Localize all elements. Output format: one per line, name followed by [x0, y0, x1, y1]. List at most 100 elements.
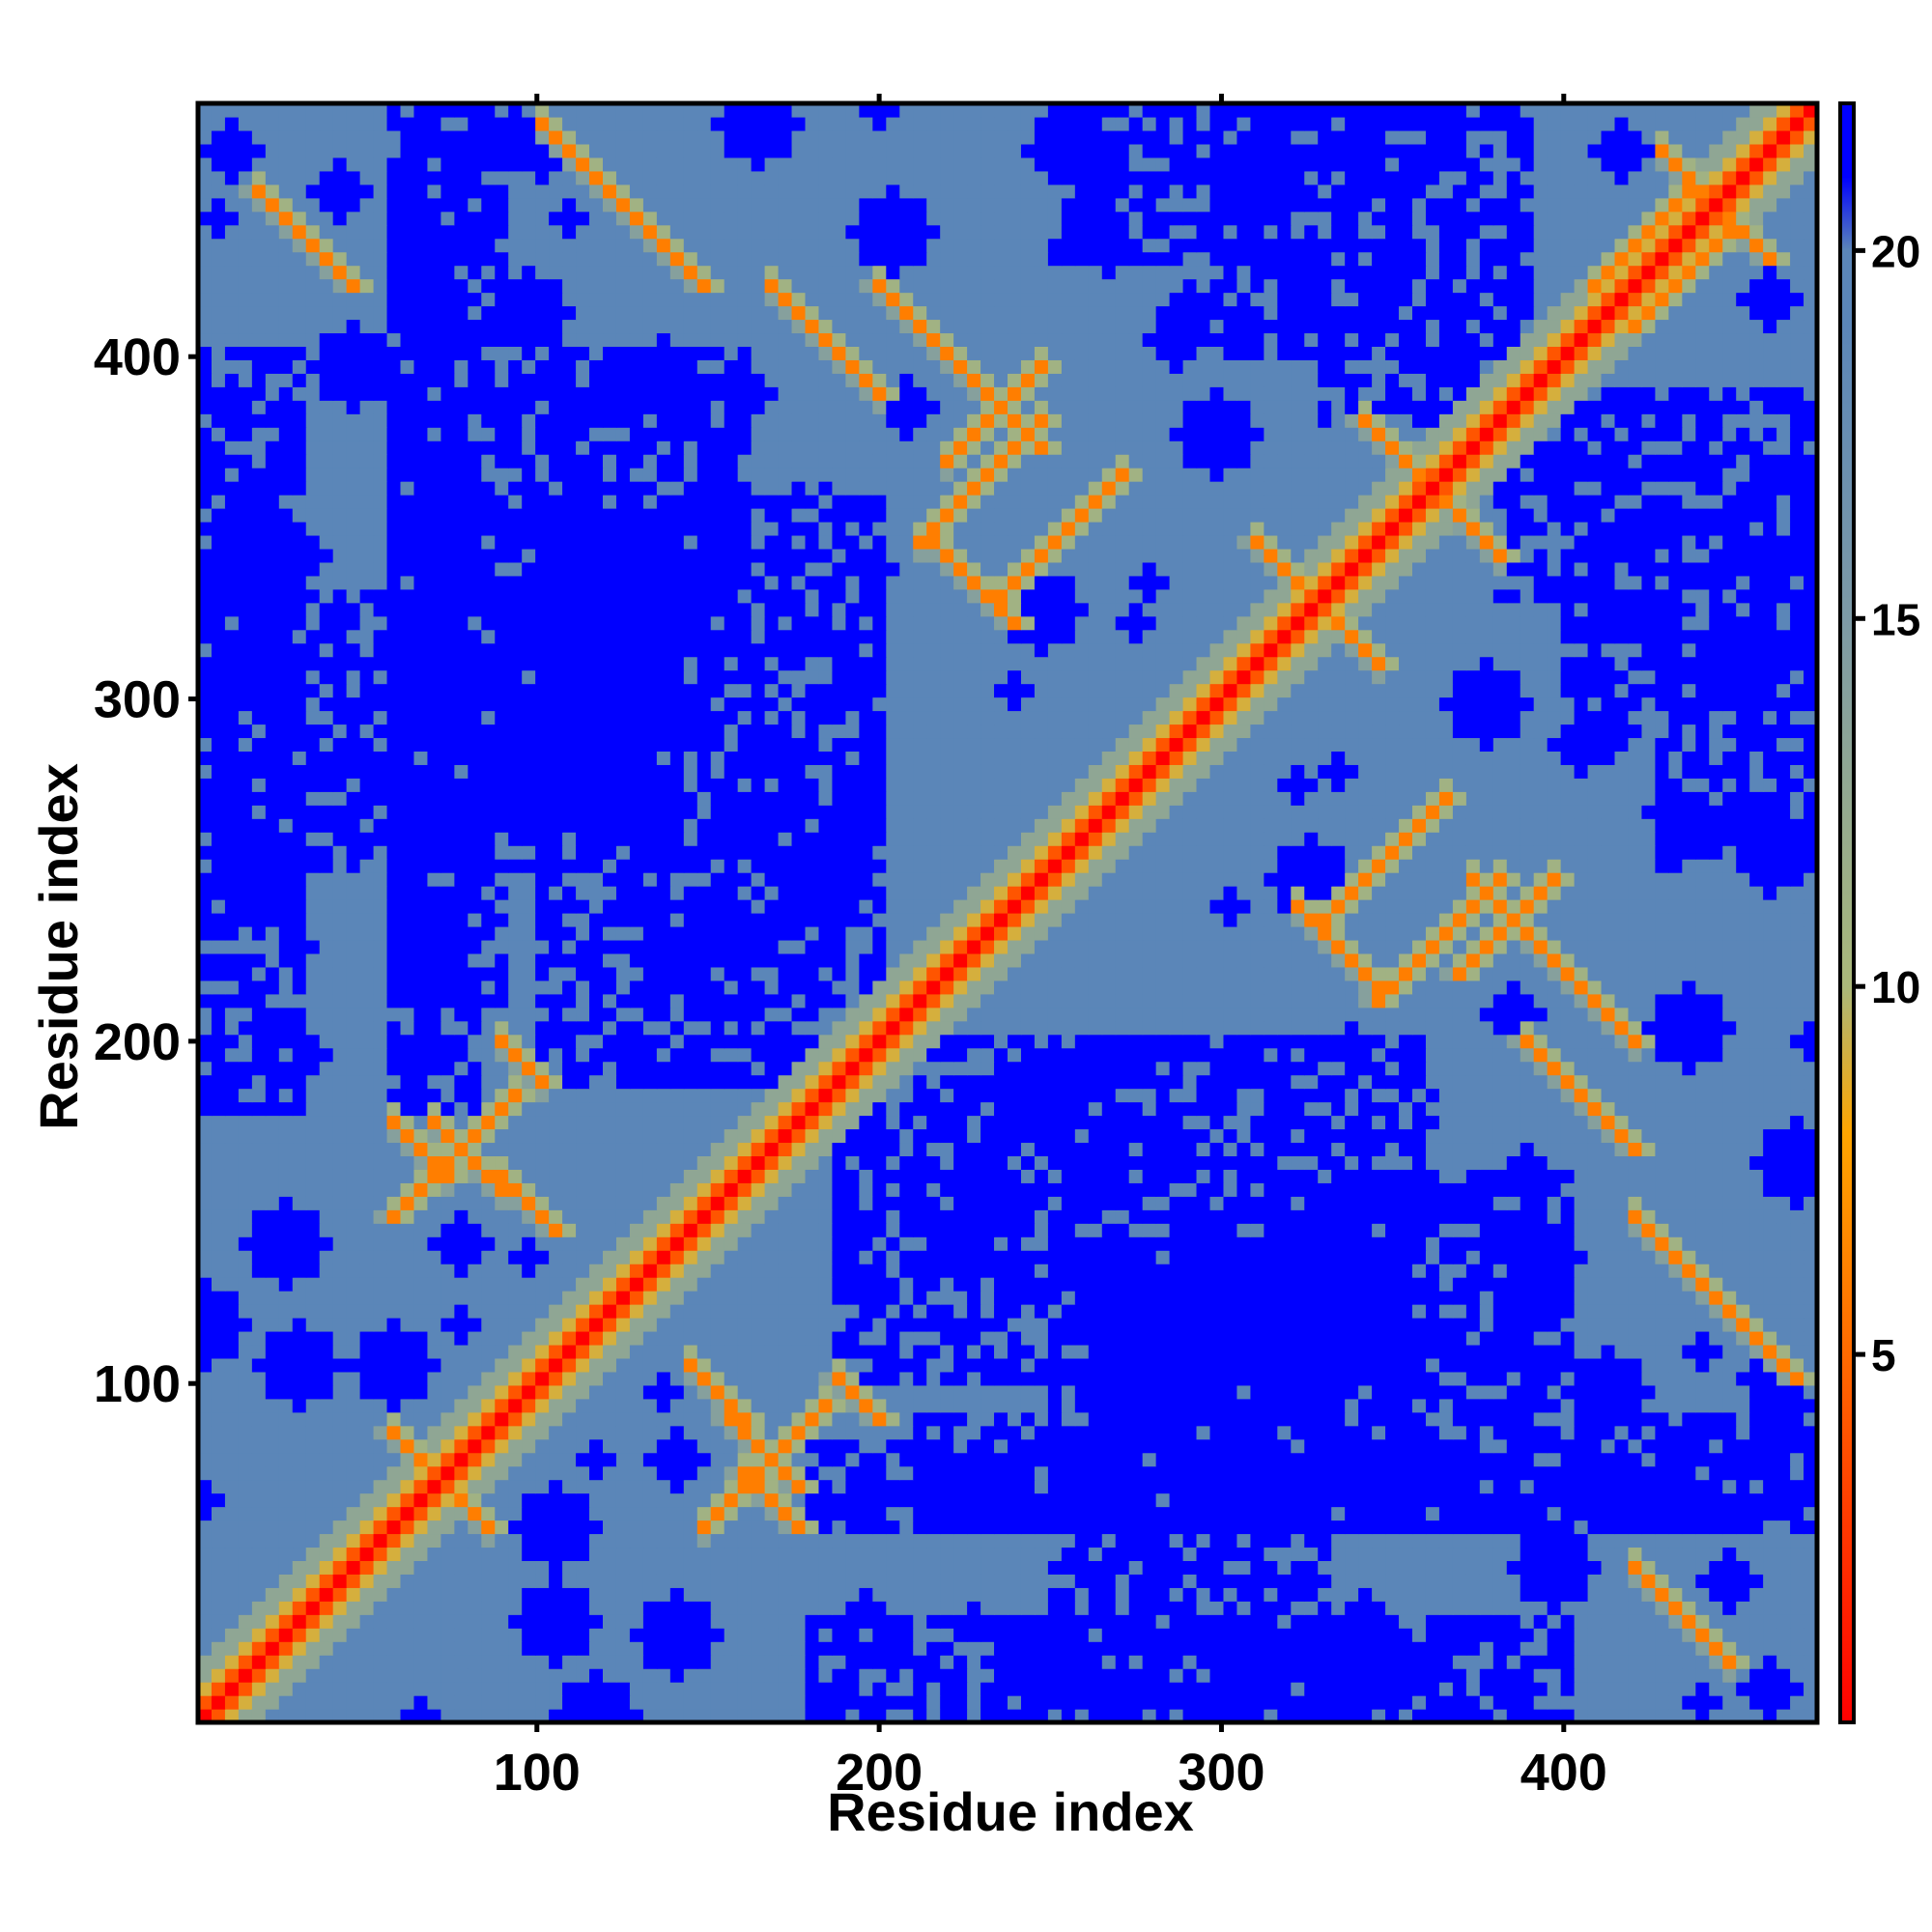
- heatmap-cell: [1682, 1641, 1696, 1656]
- heatmap-cell: [1074, 1357, 1090, 1373]
- heatmap-cell: [1074, 1533, 1090, 1548]
- heatmap-cell: [1061, 1371, 1076, 1386]
- heatmap-cell: [832, 1587, 846, 1602]
- heatmap-cell: [1492, 1520, 1508, 1535]
- heatmap-cell: [683, 1695, 698, 1710]
- heatmap-cell: [1061, 1264, 1076, 1278]
- heatmap-cell: [1223, 1492, 1238, 1508]
- heatmap-cell: [1372, 1574, 1386, 1588]
- heatmap-cell: [764, 1277, 780, 1292]
- heatmap-cell: [1574, 1641, 1589, 1656]
- heatmap-cell: [967, 1264, 981, 1278]
- heatmap-cell: [265, 1182, 280, 1197]
- heatmap-cell: [1560, 1304, 1576, 1319]
- heatmap-cell: [1008, 1277, 1022, 1292]
- heatmap-cell: [535, 1641, 550, 1656]
- heatmap-cell: [724, 1574, 739, 1588]
- heatmap-cell: [238, 1601, 253, 1615]
- heatmap-cell: [238, 1357, 253, 1373]
- heatmap-cell: [1506, 1398, 1521, 1413]
- heatmap-cell: [1074, 1344, 1090, 1359]
- heatmap-cell: [1465, 1479, 1481, 1494]
- heatmap-cell: [224, 1371, 240, 1386]
- heatmap-cell: [346, 1318, 361, 1332]
- heatmap-cell: [346, 1277, 361, 1292]
- heatmap-cell: [967, 1492, 981, 1508]
- heatmap-cell: [1682, 1682, 1696, 1696]
- heatmap-cell: [1385, 1628, 1400, 1642]
- heatmap-cell: [1277, 1291, 1292, 1305]
- heatmap-cell: [1034, 1655, 1049, 1669]
- heatmap-cell: [1196, 1574, 1211, 1588]
- heatmap-cell: [1668, 1438, 1683, 1454]
- heatmap-cell: [278, 1560, 294, 1575]
- heatmap-cell: [1506, 1452, 1521, 1467]
- heatmap-cell: [589, 1452, 604, 1467]
- heatmap-cell: [872, 1196, 887, 1210]
- heatmap-cell: [454, 1506, 469, 1521]
- heatmap-cell: [994, 1695, 1009, 1710]
- heatmap-cell: [1425, 1304, 1440, 1319]
- heatmap-cell: [386, 1601, 402, 1615]
- heatmap-cell: [845, 1277, 860, 1292]
- heatmap-cell: [440, 1479, 455, 1494]
- heatmap-cell: [1034, 1506, 1049, 1521]
- heatmap-cell: [1520, 1709, 1535, 1723]
- heatmap-cell: [1223, 1291, 1238, 1305]
- heatmap-cell: [669, 1438, 685, 1454]
- heatmap-cell: [1695, 1560, 1710, 1575]
- heatmap-cell: [886, 1438, 900, 1454]
- heatmap-cell: [1331, 1384, 1346, 1400]
- heatmap-cell: [1264, 1304, 1278, 1319]
- heatmap-cell: [481, 1196, 496, 1210]
- heatmap-cell: [468, 1264, 482, 1278]
- heatmap-cell: [1425, 1182, 1440, 1197]
- heatmap-cell: [1088, 1547, 1103, 1561]
- heatmap-cell: [238, 1479, 253, 1494]
- heatmap-cell: [1668, 1196, 1683, 1210]
- heatmap-cell: [1614, 1344, 1630, 1359]
- heatmap-cell: [791, 1668, 807, 1683]
- heatmap-cell: [549, 1264, 563, 1278]
- heatmap-cell: [967, 1411, 981, 1427]
- heatmap-cell: [683, 1277, 698, 1292]
- heatmap-cell: [198, 1492, 213, 1508]
- heatmap-cell: [832, 1425, 846, 1440]
- heatmap-cell: [386, 1655, 402, 1669]
- heatmap-cell: [468, 1196, 482, 1210]
- heatmap-cell: [899, 1520, 914, 1535]
- heatmap-cell: [656, 1682, 671, 1696]
- heatmap-cell: [1655, 1641, 1669, 1656]
- heatmap-cell: [373, 1492, 388, 1508]
- heatmap-cell: [710, 1223, 725, 1237]
- heatmap-cell: [940, 1438, 954, 1454]
- heatmap-cell: [1425, 1264, 1440, 1278]
- heatmap-cell: [1790, 1264, 1804, 1278]
- heatmap-cell: [508, 1371, 523, 1386]
- heatmap-cell: [1034, 1209, 1049, 1224]
- heatmap-cell: [1008, 1479, 1022, 1494]
- heatmap-cell: [1763, 1547, 1777, 1561]
- heatmap-cell: [332, 1628, 348, 1642]
- heatmap-cell: [1047, 1155, 1063, 1170]
- heatmap-cell: [696, 1641, 712, 1656]
- heatmap-cell: [1412, 1479, 1427, 1494]
- heatmap-cell: [1587, 1587, 1603, 1602]
- heatmap-cell: [859, 1223, 873, 1237]
- heatmap-cell: [696, 1614, 712, 1629]
- heatmap-cell: [1209, 1291, 1225, 1305]
- heatmap-cell: [953, 1492, 968, 1508]
- heatmap-cell: [1331, 1425, 1346, 1440]
- heatmap-cell: [1763, 1250, 1777, 1264]
- heatmap-cell: [1412, 1438, 1427, 1454]
- heatmap-cell: [562, 1506, 577, 1521]
- heatmap-cell: [1088, 1169, 1103, 1183]
- heatmap-cell: [265, 1398, 280, 1413]
- heatmap-cell: [1250, 1520, 1264, 1535]
- heatmap-cell: [211, 1452, 226, 1467]
- heatmap-cell: [603, 1330, 617, 1346]
- heatmap-cell: [1182, 1628, 1198, 1642]
- heatmap-cell: [1587, 1371, 1603, 1386]
- heatmap-cell: [1533, 1668, 1548, 1683]
- heatmap-cell: [967, 1668, 981, 1683]
